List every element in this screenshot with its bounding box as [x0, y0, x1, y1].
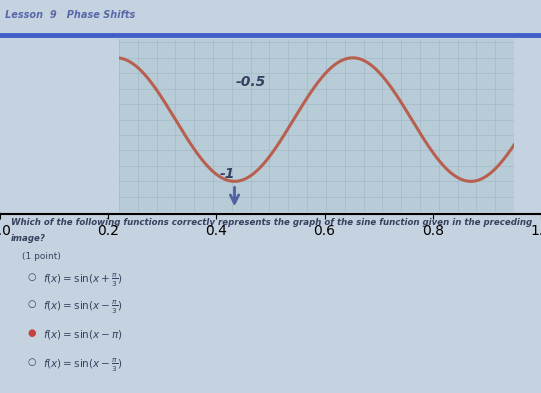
Text: $f(x)=\sin(x-\frac{\pi}{3})$: $f(x)=\sin(x-\frac{\pi}{3})$ — [43, 357, 123, 374]
Text: (1 point): (1 point) — [22, 252, 61, 261]
Text: -0.5: -0.5 — [236, 75, 266, 88]
Text: ○: ○ — [27, 272, 36, 282]
Text: Which of the following functions correctly represents the graph of the sine func: Which of the following functions correct… — [11, 218, 532, 227]
Text: $f(x)=\sin(x+\frac{\pi}{3})$: $f(x)=\sin(x+\frac{\pi}{3})$ — [43, 272, 123, 289]
Text: $f(x)=\sin(x-\frac{\pi}{3})$: $f(x)=\sin(x-\frac{\pi}{3})$ — [43, 299, 123, 316]
Text: ○: ○ — [27, 299, 36, 309]
Text: $f(x)=\sin(x-\pi)$: $f(x)=\sin(x-\pi)$ — [43, 328, 123, 341]
Text: -1: -1 — [220, 167, 235, 181]
Text: ○: ○ — [27, 357, 36, 367]
Text: Lesson  9   Phase Shifts: Lesson 9 Phase Shifts — [5, 10, 136, 20]
Text: image?: image? — [11, 234, 45, 243]
Text: ●: ● — [27, 328, 36, 338]
